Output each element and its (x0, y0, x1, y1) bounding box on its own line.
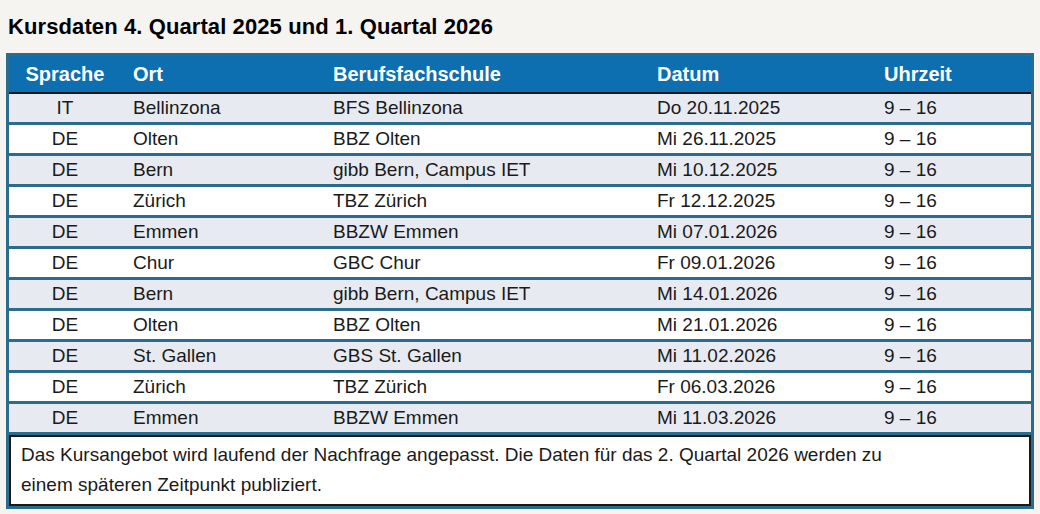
cell-sprache: DE (9, 125, 121, 156)
cell-datum: Mi 10.12.2025 (646, 156, 858, 187)
cell-sprache: DE (9, 342, 121, 373)
table-row: DEEmmenBBZW EmmenMi 11.03.20269 – 16 (9, 404, 1031, 435)
cell-uhrzeit: 9 – 16 (858, 373, 1031, 404)
cell-datum: Mi 14.01.2026 (646, 280, 858, 311)
cell-sprache: DE (9, 373, 121, 404)
page-title: Kursdaten 4. Quartal 2025 und 1. Quartal… (8, 14, 1040, 40)
cell-datum: Mi 07.01.2026 (646, 218, 858, 249)
cell-uhrzeit: 9 – 16 (858, 249, 1031, 280)
cell-datum: Fr 06.03.2026 (646, 373, 858, 404)
cell-sprache: DE (9, 187, 121, 218)
footnote-line-1: Das Kursangebot wird laufend der Nachfra… (21, 440, 1019, 470)
footnote-line-2: einem späteren Zeitpunkt publiziert. (21, 470, 1019, 500)
cell-berufsfachschule: BFS Bellinzona (326, 94, 646, 125)
table-row: DEEmmenBBZW EmmenMi 07.01.20269 – 16 (9, 218, 1031, 249)
cell-berufsfachschule: gibb Bern, Campus IET (326, 280, 646, 311)
cell-datum: Mi 21.01.2026 (646, 311, 858, 342)
cell-berufsfachschule: BBZW Emmen (326, 218, 646, 249)
cell-uhrzeit: 9 – 16 (858, 280, 1031, 311)
cell-uhrzeit: 9 – 16 (858, 404, 1031, 435)
cell-ort: Zürich (121, 187, 326, 218)
column-header-datum: Datum (646, 56, 858, 94)
document-page: Kursdaten 4. Quartal 2025 und 1. Quartal… (0, 0, 1040, 509)
column-header-berufsfachschule: Berufsfachschule (326, 56, 646, 94)
table-row: DEZürichTBZ ZürichFr 12.12.20259 – 16 (9, 187, 1031, 218)
course-dates-table: Sprache Ort Berufsfachschule Datum Uhrze… (6, 53, 1034, 509)
cell-berufsfachschule: BBZW Emmen (326, 404, 646, 435)
table-row: DEBerngibb Bern, Campus IETMi 10.12.2025… (9, 156, 1031, 187)
cell-ort: Chur (121, 249, 326, 280)
cell-datum: Fr 12.12.2025 (646, 187, 858, 218)
footnote-row: Das Kursangebot wird laufend der Nachfra… (9, 435, 1031, 506)
cell-datum: Fr 09.01.2026 (646, 249, 858, 280)
column-header-ort: Ort (121, 56, 326, 94)
footnote: Das Kursangebot wird laufend der Nachfra… (9, 435, 1031, 506)
cell-datum: Mi 11.03.2026 (646, 404, 858, 435)
cell-ort: Zürich (121, 373, 326, 404)
cell-sprache: DE (9, 249, 121, 280)
cell-sprache: DE (9, 280, 121, 311)
cell-berufsfachschule: TBZ Zürich (326, 187, 646, 218)
cell-sprache: DE (9, 156, 121, 187)
cell-uhrzeit: 9 – 16 (858, 156, 1031, 187)
table-row: DESt. GallenGBS St. GallenMi 11.02.20269… (9, 342, 1031, 373)
cell-uhrzeit: 9 – 16 (858, 218, 1031, 249)
cell-ort: Emmen (121, 404, 326, 435)
column-header-uhrzeit: Uhrzeit (858, 56, 1031, 94)
cell-ort: Olten (121, 125, 326, 156)
cell-berufsfachschule: BBZ Olten (326, 311, 646, 342)
table-row: DEZürichTBZ ZürichFr 06.03.20269 – 16 (9, 373, 1031, 404)
cell-ort: Emmen (121, 218, 326, 249)
cell-uhrzeit: 9 – 16 (858, 94, 1031, 125)
cell-uhrzeit: 9 – 16 (858, 125, 1031, 156)
cell-ort: Bern (121, 280, 326, 311)
table-row: DEOltenBBZ OltenMi 26.11.20259 – 16 (9, 125, 1031, 156)
cell-sprache: DE (9, 311, 121, 342)
table-row: DEBerngibb Bern, Campus IETMi 14.01.2026… (9, 280, 1031, 311)
cell-uhrzeit: 9 – 16 (858, 311, 1031, 342)
cell-berufsfachschule: gibb Bern, Campus IET (326, 156, 646, 187)
cell-ort: Bern (121, 156, 326, 187)
cell-berufsfachschule: GBS St. Gallen (326, 342, 646, 373)
cell-berufsfachschule: TBZ Zürich (326, 373, 646, 404)
table-body: ITBellinzonaBFS BellinzonaDo 20.11.20259… (9, 94, 1031, 435)
cell-ort: Bellinzona (121, 94, 326, 125)
cell-berufsfachschule: BBZ Olten (326, 125, 646, 156)
cell-uhrzeit: 9 – 16 (858, 187, 1031, 218)
cell-ort: Olten (121, 311, 326, 342)
cell-sprache: DE (9, 218, 121, 249)
table-header-row: Sprache Ort Berufsfachschule Datum Uhrze… (9, 56, 1031, 94)
cell-sprache: DE (9, 404, 121, 435)
table-row: ITBellinzonaBFS BellinzonaDo 20.11.20259… (9, 94, 1031, 125)
cell-datum: Mi 26.11.2025 (646, 125, 858, 156)
cell-uhrzeit: 9 – 16 (858, 342, 1031, 373)
cell-datum: Do 20.11.2025 (646, 94, 858, 125)
cell-datum: Mi 11.02.2026 (646, 342, 858, 373)
table-row: DEChurGBC ChurFr 09.01.20269 – 16 (9, 249, 1031, 280)
cell-berufsfachschule: GBC Chur (326, 249, 646, 280)
cell-ort: St. Gallen (121, 342, 326, 373)
cell-sprache: IT (9, 94, 121, 125)
column-header-sprache: Sprache (9, 56, 121, 94)
table-row: DEOltenBBZ OltenMi 21.01.20269 – 16 (9, 311, 1031, 342)
